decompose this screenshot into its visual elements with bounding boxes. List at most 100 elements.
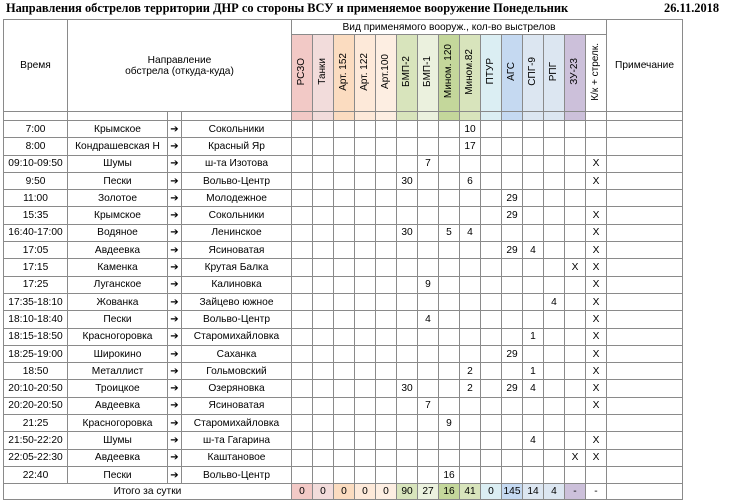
row-value-11 bbox=[522, 292, 544, 312]
row-value-3 bbox=[354, 448, 376, 467]
header-note: Примечание bbox=[606, 19, 683, 112]
arrow-icon: ➔ bbox=[167, 154, 182, 173]
row-value-4 bbox=[375, 379, 397, 398]
row-value-6 bbox=[417, 119, 439, 139]
row-value-9 bbox=[480, 241, 502, 260]
row-time: 18:50 bbox=[3, 362, 68, 381]
table-row: 22:40 Пески ➔ Вольво-Центр 16 bbox=[3, 465, 683, 485]
row-value-12 bbox=[543, 310, 565, 329]
row-time: 18:25-19:00 bbox=[3, 344, 68, 364]
row-value-9 bbox=[480, 310, 502, 329]
row-note bbox=[606, 448, 683, 467]
row-value-0 bbox=[291, 465, 313, 485]
row-from: Авдеевка bbox=[67, 241, 168, 260]
spacer-cell bbox=[522, 111, 544, 121]
row-value-0 bbox=[291, 414, 313, 433]
row-from: Крымское bbox=[67, 206, 168, 225]
row-to: Старомихайловка bbox=[181, 327, 292, 346]
row-value-5 bbox=[396, 431, 418, 450]
row-value-10 bbox=[501, 154, 523, 173]
row-value-1 bbox=[312, 465, 334, 485]
row-value-2 bbox=[333, 310, 355, 329]
table-row: 9:50 Пески ➔ Вольво-Центр 30 6 X bbox=[3, 171, 683, 191]
row-value-1 bbox=[312, 171, 334, 191]
row-value-12: 4 bbox=[543, 292, 565, 312]
row-value-3 bbox=[354, 154, 376, 173]
header-weapon-2: Арт. 152 bbox=[333, 34, 355, 112]
row-time: 9:50 bbox=[3, 171, 68, 191]
row-value-13 bbox=[564, 137, 586, 156]
row-value-13 bbox=[564, 241, 586, 260]
arrow-icon: ➔ bbox=[167, 396, 182, 416]
row-value-9 bbox=[480, 414, 502, 433]
row-value-7 bbox=[438, 431, 460, 450]
row-value-3 bbox=[354, 310, 376, 329]
row-time: 09:10-09:50 bbox=[3, 154, 68, 173]
spacer-cell bbox=[459, 111, 481, 121]
row-value-8 bbox=[459, 448, 481, 467]
row-value-6 bbox=[417, 362, 439, 381]
header-weapon-label: Мином. 120 bbox=[443, 44, 454, 99]
header-weapon-label: К/к + стрелк. bbox=[590, 42, 601, 101]
row-time: 21:50-22:20 bbox=[3, 431, 68, 450]
header-weapon-11: СПГ-9 bbox=[522, 34, 544, 112]
row-value-8 bbox=[459, 275, 481, 294]
row-value-11 bbox=[522, 154, 544, 173]
row-value-1 bbox=[312, 241, 334, 260]
table-row: 18:15-18:50 Красногоровка ➔ Старомихайловка… bbox=[3, 327, 683, 346]
table-row: 21:50-22:20 Шумы ➔ ш-та Гагарина 4 X bbox=[3, 431, 683, 450]
row-value-11: 1 bbox=[522, 362, 544, 381]
row-value-3 bbox=[354, 327, 376, 346]
row-value-7 bbox=[438, 137, 460, 156]
arrow-icon: ➔ bbox=[167, 344, 182, 364]
row-from: Золотое bbox=[67, 189, 168, 208]
row-value-14 bbox=[585, 137, 607, 156]
row-value-2 bbox=[333, 206, 355, 225]
row-value-5 bbox=[396, 189, 418, 208]
total-value-0: 0 bbox=[291, 483, 313, 500]
row-value-2 bbox=[333, 119, 355, 139]
row-value-12 bbox=[543, 258, 565, 277]
row-from: Троицкое bbox=[67, 379, 168, 398]
row-value-13 bbox=[564, 119, 586, 139]
row-value-4 bbox=[375, 154, 397, 173]
row-value-1 bbox=[312, 137, 334, 156]
title-bar: Направления обстрелов территории ДНР со … bbox=[0, 0, 734, 18]
row-value-14: X bbox=[585, 206, 607, 225]
row-value-8 bbox=[459, 154, 481, 173]
row-value-12 bbox=[543, 119, 565, 139]
row-from: Шумы bbox=[67, 154, 168, 173]
row-value-3 bbox=[354, 189, 376, 208]
row-value-14: X bbox=[585, 154, 607, 173]
spacer-cell bbox=[167, 111, 182, 121]
row-value-1 bbox=[312, 310, 334, 329]
row-value-9 bbox=[480, 137, 502, 156]
row-value-2 bbox=[333, 465, 355, 485]
row-to: Вольво-Центр bbox=[181, 465, 292, 485]
row-time: 21:25 bbox=[3, 414, 68, 433]
row-value-8 bbox=[459, 344, 481, 364]
row-value-6: 9 bbox=[417, 275, 439, 294]
row-value-4 bbox=[375, 241, 397, 260]
row-value-5 bbox=[396, 206, 418, 225]
row-value-14: X bbox=[585, 379, 607, 398]
row-from: Шумы bbox=[67, 431, 168, 450]
row-value-5 bbox=[396, 241, 418, 260]
row-value-5 bbox=[396, 448, 418, 467]
row-value-9 bbox=[480, 258, 502, 277]
row-value-9 bbox=[480, 448, 502, 467]
row-note bbox=[606, 431, 683, 450]
row-value-0 bbox=[291, 327, 313, 346]
arrow-icon: ➔ bbox=[167, 258, 182, 277]
total-value-8: 41 bbox=[459, 483, 481, 500]
row-value-2 bbox=[333, 431, 355, 450]
row-note bbox=[606, 206, 683, 225]
row-value-4 bbox=[375, 414, 397, 433]
arrow-icon: ➔ bbox=[167, 327, 182, 346]
row-note bbox=[606, 241, 683, 260]
row-value-6 bbox=[417, 258, 439, 277]
row-value-10 bbox=[501, 431, 523, 450]
spacer-cell bbox=[375, 111, 397, 121]
row-value-0 bbox=[291, 223, 313, 243]
row-from: Крымское bbox=[67, 119, 168, 139]
